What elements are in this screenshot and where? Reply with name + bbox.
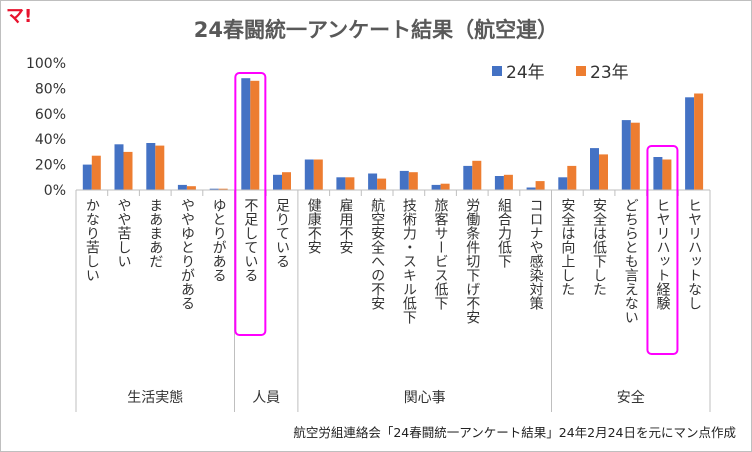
category-label: ゆとりがある [211,198,227,282]
bar-series2 [535,181,545,190]
legend-label: 24年 [506,63,545,83]
group-label: 安全 [617,389,645,406]
legend-label: 23年 [590,63,629,83]
bar-series2 [218,188,228,190]
bar-series1 [558,177,568,190]
bar-series1 [209,188,219,190]
bar-series2 [662,159,672,190]
bar-series1 [146,143,156,190]
y-tick-label: 100% [26,56,66,72]
category-label: 安全は向上した [559,198,575,296]
bar-series2 [503,174,513,190]
category-label: まあまあだ [147,198,163,268]
group-label: 生活実態 [127,390,183,406]
category-label: ヒヤリハットなし [686,198,702,310]
group-label: 関心事 [404,390,446,406]
bar-series1 [621,120,631,190]
chart-title: 24春闘統一アンケート結果（航空連） [193,18,559,42]
category-label: コロナや感染対策 [528,198,544,310]
bar-series1 [463,165,473,190]
bar-series1 [685,97,695,190]
legend-swatch [576,66,586,76]
bar-series1 [399,170,409,190]
bar-series2 [472,160,482,190]
bar-series2 [377,178,387,190]
category-label: かなり苦しい [84,198,100,282]
bar-series2 [155,145,165,190]
bar-series2 [630,122,640,190]
y-tick-label: 60% [35,107,66,123]
bar-series1 [494,176,504,190]
category-label: 安全は低下した [591,198,607,296]
category-label: 旅客サービス低下 [433,198,449,310]
bar-series2 [313,159,323,190]
category-label: 労働条件切下げ不安 [464,198,480,324]
bar-series2 [440,183,450,190]
bar-series2 [91,155,101,190]
logo: マ! [6,6,33,27]
bar-series1 [304,159,314,190]
category-label: 不足している [242,198,258,282]
bar-series2 [123,151,133,190]
bar-series2 [694,93,704,190]
bar-series1 [526,187,536,190]
bar-series2 [599,154,608,190]
category-label: 組合力低下 [496,198,512,268]
highlight-box [234,72,267,336]
category-label: 航空安全への不安 [369,198,385,310]
bar-series1 [82,164,92,190]
bar-series1 [336,177,346,190]
bar-series1 [273,174,282,190]
category-label: 雇用不安 [337,197,353,254]
bar-series1 [241,78,251,190]
bar-series2 [567,165,577,190]
bar-series1 [431,184,441,190]
bar-series2 [250,80,260,190]
source-note: 航空労組連絡会「24春闘統一アンケート結果」24年2月24日を元にマン点作成 [293,425,736,440]
bar-series1 [653,157,663,190]
bar-series2 [282,172,291,190]
highlight-box [646,145,679,355]
bar-series1 [590,148,599,190]
category-label: どちらとも言えない [623,198,639,324]
group-label: 人員 [252,390,280,406]
y-tick-label: 20% [35,158,66,174]
y-tick-label: 0% [44,183,66,199]
y-tick-label: 80% [35,81,66,97]
legend-swatch [492,66,502,76]
bar-series1 [114,144,124,190]
category-label: ややゆとりがある [179,198,195,310]
bar-series1 [177,184,187,190]
bar-series1 [368,173,378,190]
bar-series2 [186,186,196,190]
bar-series2 [345,177,355,190]
category-label: 技術力・スキル低下 [401,198,417,324]
category-label: ヒヤリハット経験 [654,198,670,310]
y-tick-label: 40% [35,132,66,148]
category-label: 健康不安 [306,198,322,254]
bar-series2 [408,172,418,190]
category-label: 足りている [274,198,290,268]
category-label: やや苦しい [116,198,132,268]
